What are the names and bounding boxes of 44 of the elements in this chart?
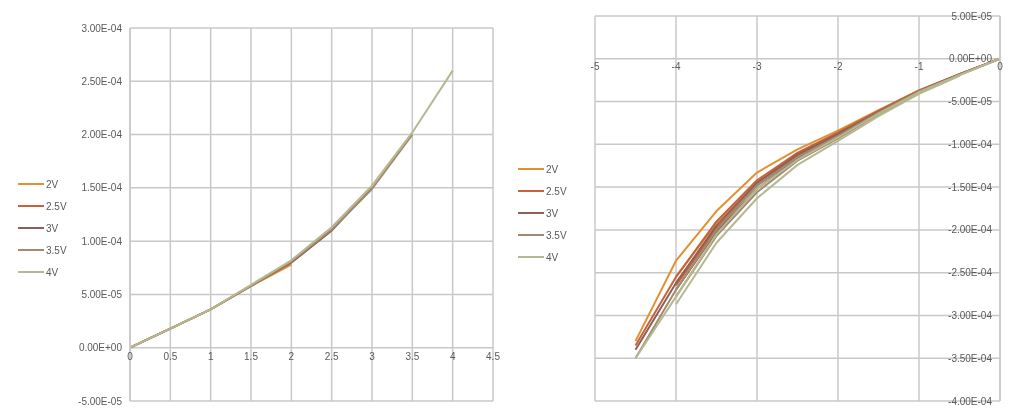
legend-label: 2.5V (546, 185, 567, 197)
y-tick-label: -3.00E-04 (948, 309, 993, 321)
legend-label: 3.5V (46, 244, 67, 256)
y-tick-label: -2.50E-04 (948, 267, 993, 279)
y-tick-label: 1.00E-04 (81, 235, 123, 247)
y-tick-label: 0.00E+00 (78, 342, 123, 354)
y-tick-label: 1.50E-04 (81, 182, 123, 194)
legend-label: 3V (46, 222, 59, 234)
legend-label: 2.5V (46, 200, 67, 212)
y-tick-label: 0.00E+00 (948, 53, 993, 65)
y-tick-label: -2.00E-04 (948, 224, 993, 236)
legend-label: 2V (46, 178, 59, 190)
y-tick-label: -1.00E-04 (948, 138, 993, 150)
x-tick-label: 3 (369, 350, 376, 362)
x-tick-label: 4 (449, 350, 456, 362)
y-tick-label: 3.00E-04 (81, 22, 123, 34)
y-tick-label: -4.00E-04 (948, 395, 993, 407)
x-tick-label: -4 (671, 60, 681, 72)
x-tick-label: 0.5 (163, 350, 178, 362)
x-tick-label: 4.5 (486, 350, 501, 362)
legend-label: 4V (46, 266, 59, 278)
x-tick-label: 0 (997, 60, 1004, 72)
legend-label: 3.5V (546, 229, 567, 241)
y-tick-label: -3.50E-04 (948, 352, 993, 364)
y-tick-label: -5.00E-05 (78, 395, 123, 407)
legend-label: 2V (546, 163, 559, 175)
x-tick-label: 2.5 (324, 350, 340, 362)
x-tick-label: 0 (127, 350, 134, 362)
x-tick-label: -5 (590, 60, 600, 72)
x-tick-label: -3 (752, 60, 762, 72)
y-tick-label: -5.00E-05 (948, 96, 993, 108)
y-tick-label: 2.50E-04 (81, 75, 123, 87)
x-tick-label: 2 (288, 350, 295, 362)
y-tick-label: 5.00E-05 (951, 10, 993, 22)
legend-label: 3V (546, 207, 559, 219)
x-tick-label: 1 (207, 350, 214, 362)
y-tick-label: 5.00E-05 (81, 288, 123, 300)
y-tick-label: 2.00E-04 (81, 129, 123, 141)
x-tick-label: -1 (914, 60, 924, 72)
x-tick-label: 3.5 (405, 350, 420, 362)
x-tick-label: 1.5 (244, 350, 259, 362)
legend-label: 4V (546, 251, 559, 263)
y-tick-label: -1.50E-04 (948, 181, 993, 193)
x-tick-label: -2 (833, 60, 843, 72)
